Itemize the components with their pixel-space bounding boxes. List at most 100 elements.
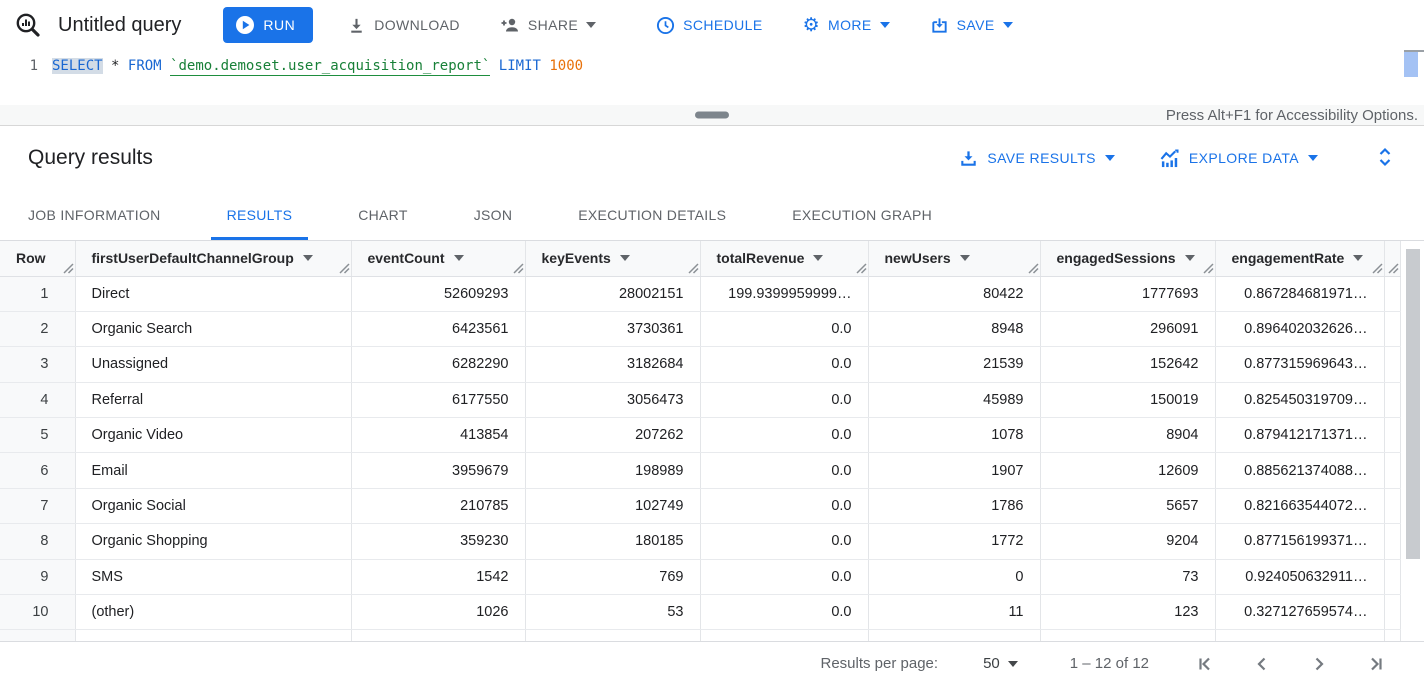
row-number-cell[interactable]: 11 [0, 630, 75, 641]
row-number-cell[interactable]: 8 [0, 524, 75, 559]
tab-job-information[interactable]: JOB INFORMATION [12, 190, 177, 240]
prev-page-button[interactable] [1250, 652, 1274, 676]
column-menu-icon[interactable] [960, 255, 970, 261]
run-button[interactable]: RUN [223, 7, 313, 43]
column-resize-handle[interactable] [339, 263, 350, 274]
cell-engagementRate[interactable]: 0.877156199371… [1215, 524, 1384, 559]
cell-totalRevenue[interactable]: 0.0 [700, 453, 868, 488]
editor-scrollbar-thumb[interactable] [1404, 52, 1418, 77]
first-page-button[interactable] [1193, 652, 1217, 676]
tab-execution-graph[interactable]: EXECUTION GRAPH [776, 190, 948, 240]
more-button[interactable]: ⚙ MORE [797, 7, 896, 43]
row-number-cell[interactable]: 7 [0, 488, 75, 523]
row-number-cell[interactable]: 3 [0, 347, 75, 382]
row-number-cell[interactable]: 4 [0, 382, 75, 417]
cell-engagedSessions[interactable]: 9204 [1040, 524, 1215, 559]
cell-engagementRate[interactable]: 0.885621374088… [1215, 453, 1384, 488]
row-number-cell[interactable]: 5 [0, 418, 75, 453]
cell-firstUserDefaultChannelGroup[interactable]: Email [75, 453, 351, 488]
cell-eventCount[interactable]: 52609293 [351, 276, 525, 311]
cell-engagedSessions[interactable]: 6 [1040, 630, 1215, 641]
cell-keyEvents[interactable]: 102749 [525, 488, 700, 523]
cell-firstUserDefaultChannelGroup[interactable]: Unassigned [75, 347, 351, 382]
row-number-cell[interactable]: 2 [0, 311, 75, 346]
column-header-keyEvents[interactable]: keyEvents [525, 241, 700, 276]
column-menu-icon[interactable] [1353, 255, 1363, 261]
cell-engagedSessions[interactable]: 8904 [1040, 418, 1215, 453]
column-resize-handle[interactable] [856, 263, 867, 274]
cell-keyEvents[interactable]: 28002151 [525, 276, 700, 311]
cell-newUsers[interactable]: 0 [868, 559, 1040, 594]
tab-json[interactable]: JSON [458, 190, 529, 240]
column-menu-icon[interactable] [813, 255, 823, 261]
cell-keyEvents[interactable]: 198989 [525, 453, 700, 488]
cell-firstUserDefaultChannelGroup[interactable]: Direct [75, 276, 351, 311]
column-resize-handle[interactable] [63, 263, 74, 274]
tab-chart[interactable]: CHART [342, 190, 423, 240]
last-page-button[interactable] [1364, 652, 1388, 676]
cell-engagedSessions[interactable]: 12609 [1040, 453, 1215, 488]
column-menu-icon[interactable] [454, 255, 464, 261]
column-header-engagementRate[interactable]: engagementRate [1215, 241, 1384, 276]
cell-totalRevenue[interactable]: 0.0 [700, 488, 868, 523]
cell-newUsers[interactable]: 3 [868, 630, 1040, 641]
cell-totalRevenue[interactable]: 0.0 [700, 418, 868, 453]
cell-eventCount[interactable]: 210785 [351, 488, 525, 523]
cell-newUsers[interactable]: 21539 [868, 347, 1040, 382]
cell-eventCount[interactable]: 6177550 [351, 382, 525, 417]
column-menu-icon[interactable] [1185, 255, 1195, 261]
row-number-cell[interactable]: 9 [0, 559, 75, 594]
column-resize-handle[interactable] [513, 263, 524, 274]
tab-results[interactable]: RESULTS [211, 190, 309, 240]
cell-eventCount[interactable]: 413854 [351, 418, 525, 453]
cell-eventCount[interactable]: 3959679 [351, 453, 525, 488]
cell-newUsers[interactable]: 1772 [868, 524, 1040, 559]
cell-keyEvents[interactable]: 53 [525, 595, 700, 630]
cell-engagedSessions[interactable]: 296091 [1040, 311, 1215, 346]
cell-newUsers[interactable]: 11 [868, 595, 1040, 630]
sql-editor[interactable]: 1 SELECT * FROM `demo.demoset.user_acqui… [0, 50, 1424, 105]
column-header-eventCount[interactable]: eventCount [351, 241, 525, 276]
cell-eventCount[interactable]: 6282290 [351, 347, 525, 382]
cell-firstUserDefaultChannelGroup[interactable]: Referral [75, 382, 351, 417]
cell-totalRevenue[interactable]: 0.0 [700, 347, 868, 382]
column-header-newUsers[interactable]: newUsers [868, 241, 1040, 276]
cell-eventCount[interactable]: 359230 [351, 524, 525, 559]
cell-newUsers[interactable]: 1907 [868, 453, 1040, 488]
cell-engagementRate[interactable]: 0.327127659574… [1215, 595, 1384, 630]
column-resize-handle[interactable] [1372, 263, 1383, 274]
row-number-cell[interactable]: 6 [0, 453, 75, 488]
cell-totalRevenue[interactable]: 0.0 [700, 595, 868, 630]
cell-engagedSessions[interactable]: 123 [1040, 595, 1215, 630]
share-button[interactable]: SHARE [494, 7, 602, 43]
cell-engagedSessions[interactable]: 73 [1040, 559, 1215, 594]
cell-firstUserDefaultChannelGroup[interactable]: Organic Search [75, 311, 351, 346]
cell-engagedSessions[interactable]: 152642 [1040, 347, 1215, 382]
column-resize-handle[interactable] [688, 263, 699, 274]
cell-keyEvents[interactable]: 3730361 [525, 311, 700, 346]
cell-keyEvents[interactable]: 180185 [525, 524, 700, 559]
tab-execution-details[interactable]: EXECUTION DETAILS [562, 190, 742, 240]
page-size-select[interactable]: 50 [983, 655, 1018, 672]
column-header-engagedSessions[interactable]: engagedSessions [1040, 241, 1215, 276]
table-scrollbar-thumb[interactable] [1406, 249, 1420, 559]
cell-engagementRate[interactable]: 0.877315969643… [1215, 347, 1384, 382]
cell-engagementRate[interactable]: 0.896402032626… [1215, 311, 1384, 346]
download-button[interactable]: DOWNLOAD [341, 7, 466, 43]
column-menu-icon[interactable] [620, 255, 630, 261]
cell-newUsers[interactable]: 8948 [868, 311, 1040, 346]
cell-totalRevenue[interactable]: 0.0 [700, 559, 868, 594]
column-header-firstUserDefaultChannelGroup[interactable]: firstUserDefaultChannelGroup [75, 241, 351, 276]
cell-firstUserDefaultChannelGroup[interactable]: Organic Shopping [75, 524, 351, 559]
column-resize-handle[interactable] [1203, 263, 1214, 274]
cell-totalRevenue[interactable]: 0.0 [700, 630, 868, 641]
column-resize-handle[interactable] [1028, 263, 1039, 274]
cell-totalRevenue[interactable]: 0.0 [700, 382, 868, 417]
cell-eventCount[interactable]: 1026 [351, 595, 525, 630]
schedule-button[interactable]: SCHEDULE [650, 7, 768, 43]
row-number-cell[interactable]: 10 [0, 595, 75, 630]
cell-engagementRate[interactable]: 0.879412171371… [1215, 418, 1384, 453]
next-page-button[interactable] [1307, 652, 1331, 676]
cell-newUsers[interactable]: 45989 [868, 382, 1040, 417]
cell-keyEvents[interactable]: 3056473 [525, 382, 700, 417]
